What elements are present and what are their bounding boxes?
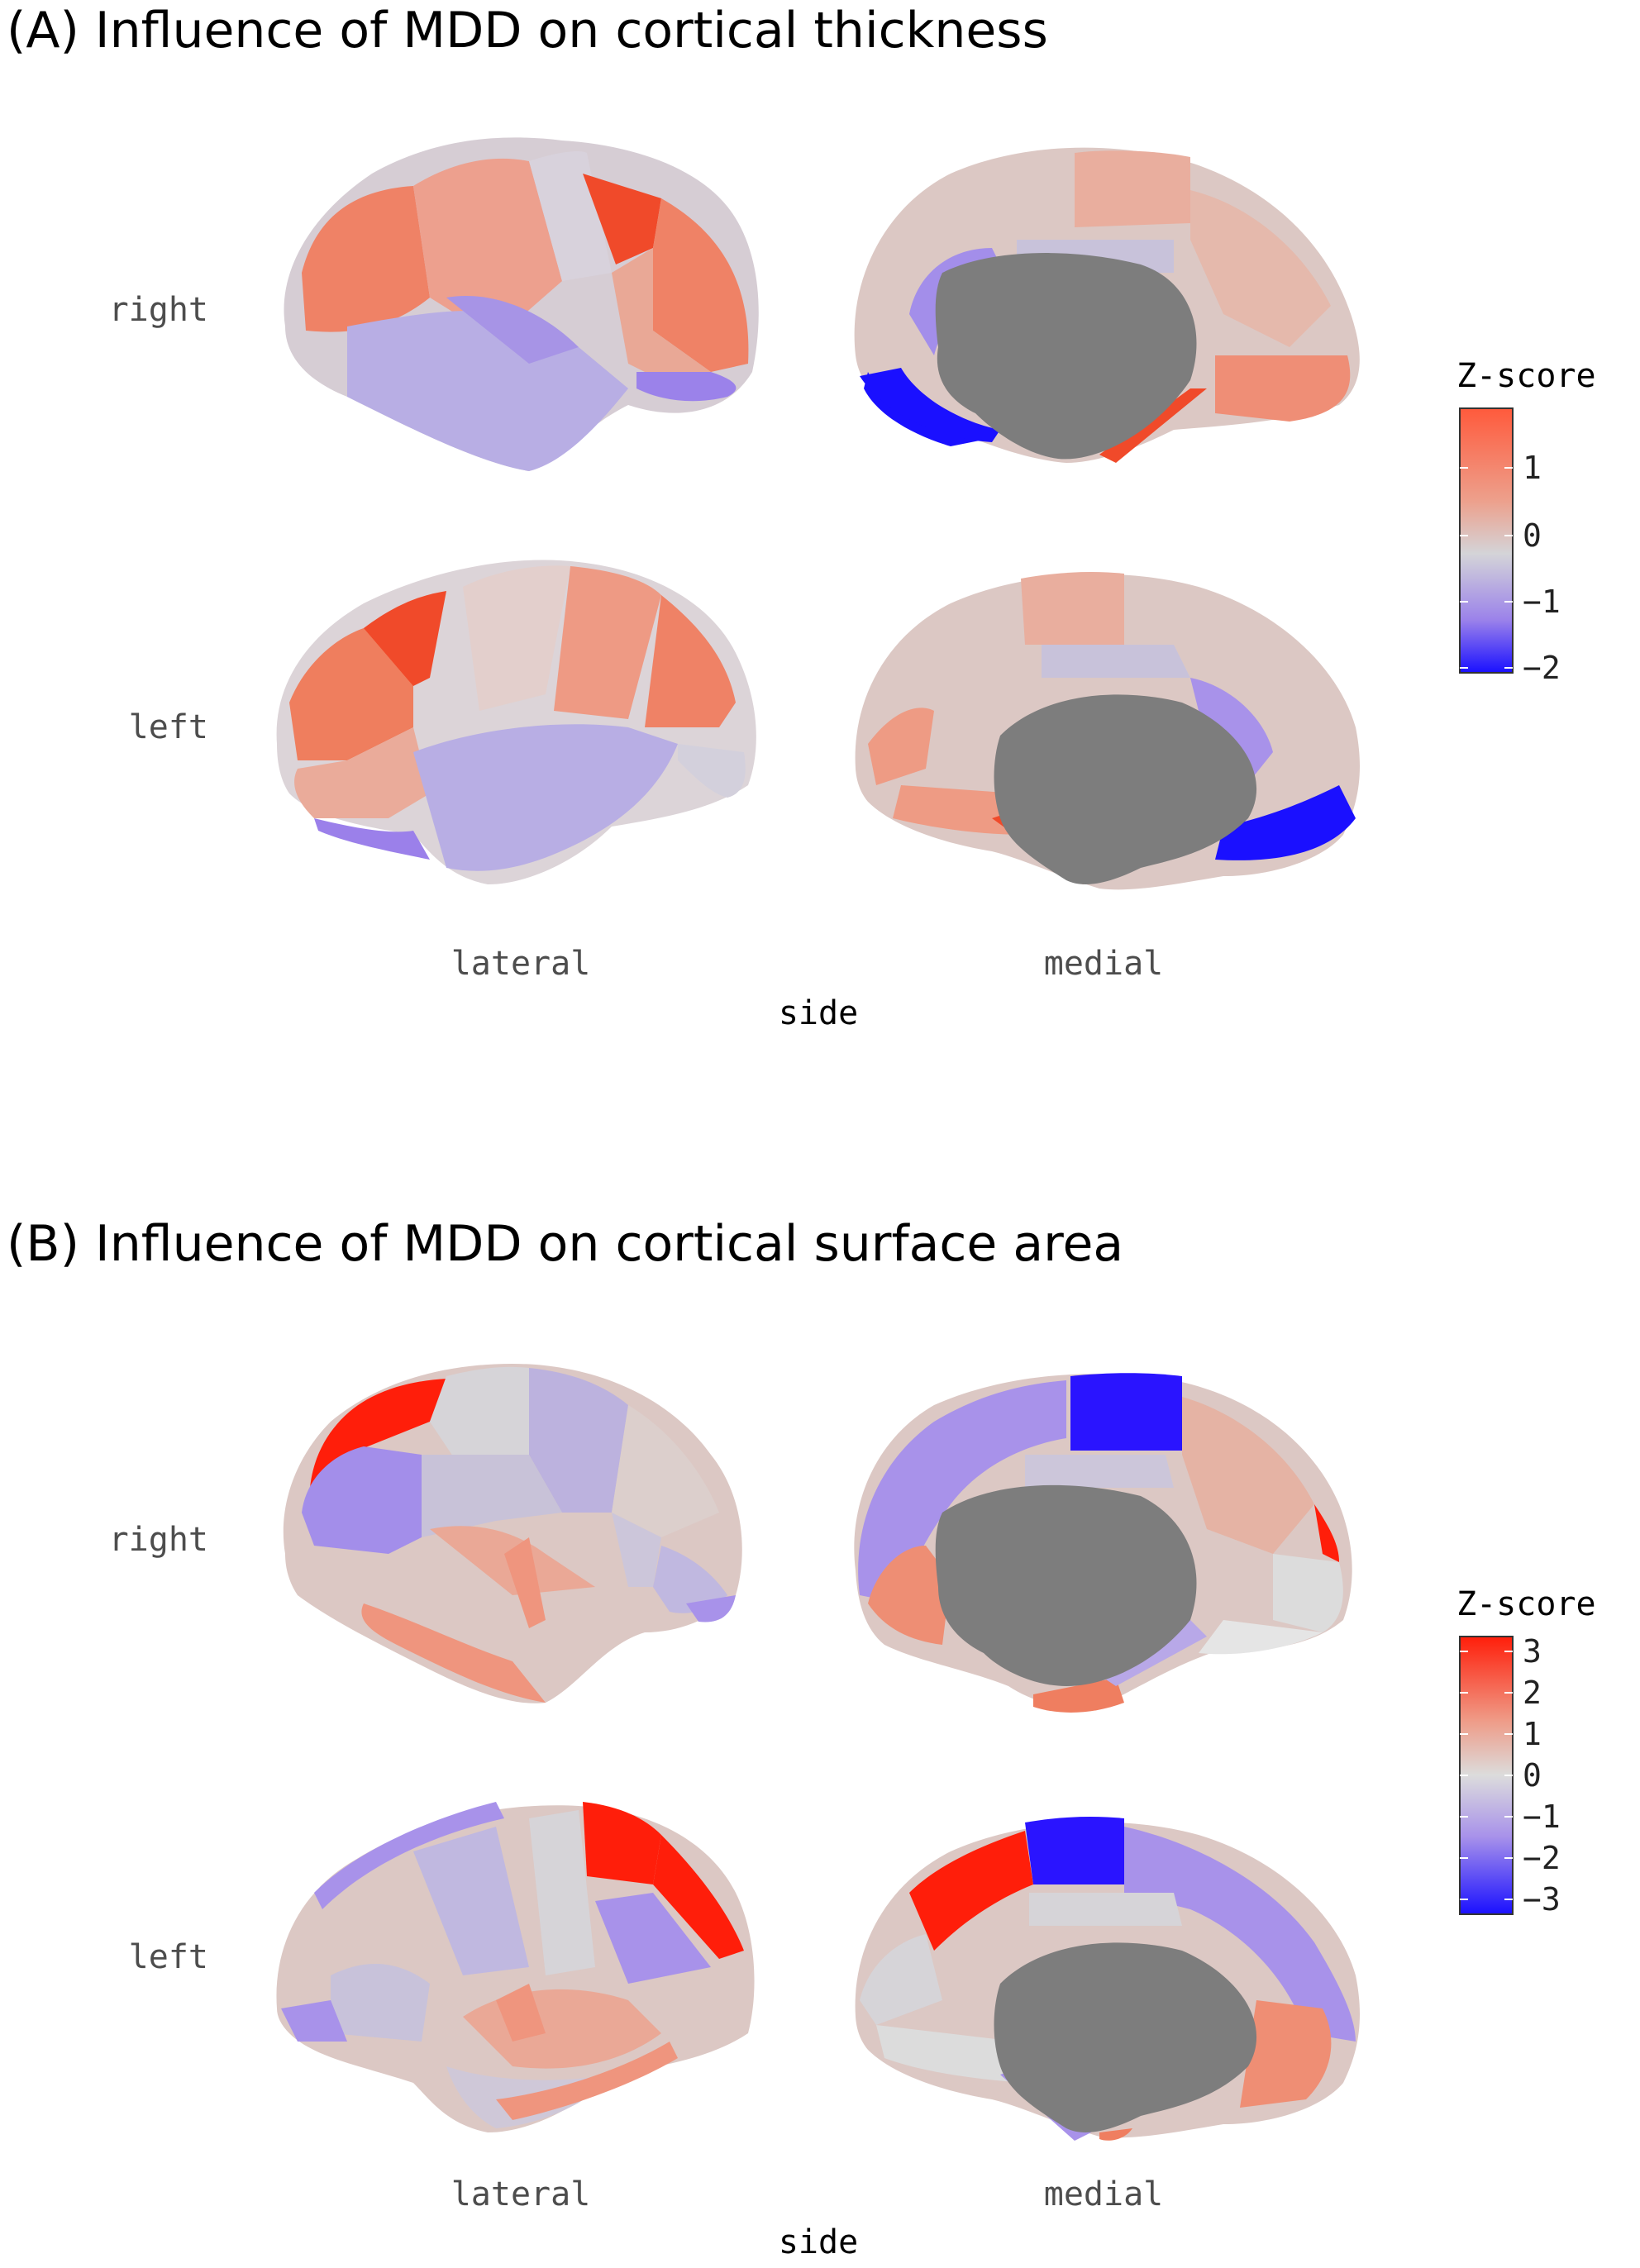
panel-a-legend-tick: 1: [1523, 450, 1542, 486]
panel-b-title: (B) Influence of MDD on cortical surface…: [7, 1215, 1124, 1273]
panel-a-x-axis-title: side: [778, 994, 859, 1032]
brain-b-left-lateral: [276, 1802, 755, 2132]
panel-b-legend-tick: −1: [1523, 1799, 1561, 1835]
brain-a-left-lateral: [276, 560, 756, 884]
brain-b-left-medial: [855, 1816, 1360, 2141]
panel-b-row-label-left: left: [128, 1938, 208, 1976]
panel-b-legend-tick: −3: [1523, 1881, 1561, 1918]
brain-a-left-medial: [855, 572, 1360, 890]
legend-a-colorbar: [1459, 407, 1514, 674]
panel-a-col-label-medial: medial: [1043, 945, 1164, 983]
panel-a-legend-title: Z-score: [1456, 357, 1596, 395]
panel-b-legend-title: Z-score: [1456, 1585, 1596, 1623]
panel-a-row-label-right: right: [108, 291, 208, 329]
panel-b-row-label-right: right: [108, 1521, 208, 1559]
panel-b-col-label-medial: medial: [1043, 2175, 1164, 2213]
panel-a-row-label-left: left: [128, 708, 208, 746]
panel-b-legend-tick: 2: [1523, 1675, 1542, 1711]
panel-b-legend-tick: −2: [1523, 1840, 1561, 1876]
panel-b-legend-tick: 3: [1523, 1633, 1542, 1670]
panel-b-x-axis-title: side: [778, 2223, 859, 2261]
panel-b-col-label-lateral: lateral: [451, 2175, 591, 2213]
panel-b-legend-tick: 0: [1523, 1757, 1542, 1794]
brain-b-right-medial: [854, 1373, 1352, 1713]
brain-a-right-lateral: [284, 137, 759, 472]
panel-a-legend-tick: −2: [1523, 650, 1561, 686]
panel-b-legend-tick: 1: [1523, 1716, 1542, 1752]
panel-a-title: (A) Influence of MDD on cortical thickne…: [7, 2, 1048, 60]
panel-a-legend-tick: −1: [1523, 584, 1561, 620]
brain-a-right-medial: [854, 147, 1360, 464]
brain-b-right-lateral: [283, 1364, 742, 1703]
panel-a-legend-tick: 0: [1523, 517, 1542, 554]
panel-a-col-label-lateral: lateral: [451, 945, 591, 983]
